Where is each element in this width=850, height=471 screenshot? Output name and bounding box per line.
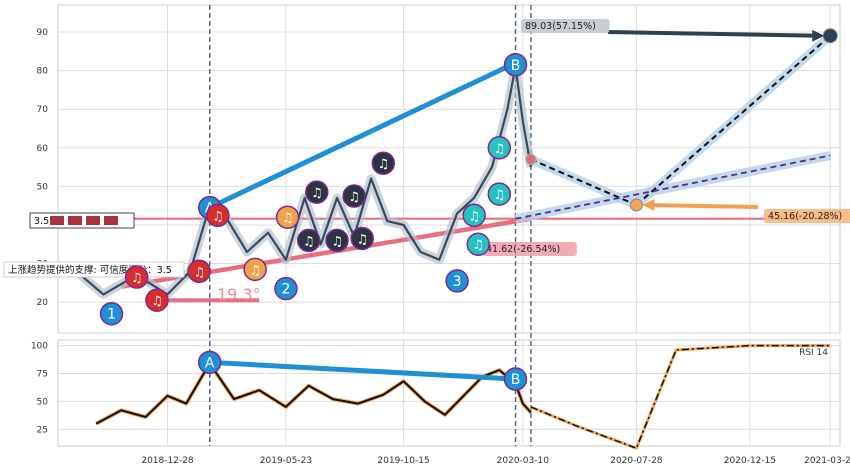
projection-high-label-box xyxy=(521,19,610,33)
x-tick-label: 2020-03-10 xyxy=(497,456,550,466)
pattern-point-label: 1 xyxy=(107,307,116,323)
signal-note-icon: ♫ xyxy=(303,234,315,249)
target-high-arrowhead xyxy=(812,29,825,42)
x-tick-label: 2018-12-28 xyxy=(141,456,194,466)
signal-note-marker xyxy=(342,184,366,208)
y-tick-label: 60 xyxy=(37,144,49,154)
projection-up-line xyxy=(635,35,831,206)
signal-note-icon: ♫ xyxy=(249,263,261,278)
level-label-glyph xyxy=(86,216,100,225)
y-tick-label: 80 xyxy=(37,67,49,77)
rsi-legend-label: RSI 14 xyxy=(799,348,828,358)
signal-note-marker xyxy=(187,259,211,284)
y-tick-label: 90 xyxy=(37,28,49,38)
target-low-arrow xyxy=(646,203,759,210)
angle-label: 19.3° xyxy=(217,285,261,304)
signal-note-marker xyxy=(325,228,349,253)
ab-trendline xyxy=(208,60,517,210)
level-label-glyph xyxy=(50,216,64,225)
signal-note-marker xyxy=(350,226,374,251)
pattern-point-label: 3 xyxy=(453,274,462,290)
signal-note-icon: ♫ xyxy=(193,265,205,280)
target-high-arrow xyxy=(607,30,821,38)
rsi-point-marker xyxy=(197,350,222,375)
bottom-panel-frame xyxy=(57,339,841,447)
signal-note-icon: ♫ xyxy=(282,211,294,226)
projection-channel-line xyxy=(515,154,831,220)
signal-note-icon: ♫ xyxy=(493,188,505,203)
signal-note-icon: ♫ xyxy=(377,157,389,172)
projection-low-dot xyxy=(629,198,643,212)
projection-high-dot xyxy=(822,28,838,44)
level-label-text: 3.5 xyxy=(34,216,49,227)
signal-note-marker xyxy=(275,205,300,229)
x-tick-label: 2021-03-24 xyxy=(804,456,850,466)
rsi-point-label: A xyxy=(205,355,215,371)
bottom-panel-grid xyxy=(57,339,841,447)
signal-note-icon: ♫ xyxy=(356,232,368,247)
signal-note-marker xyxy=(296,228,321,253)
rsi-projection-line xyxy=(530,344,831,450)
rsi-y-tick-label: 50 xyxy=(37,397,49,407)
rsi-divergence-line xyxy=(209,359,516,382)
projection-low-label-box xyxy=(764,209,850,223)
signal-note-icon: ♫ xyxy=(151,294,163,309)
signal-note-marker xyxy=(243,257,267,282)
signal-note-marker xyxy=(466,232,490,256)
rsi-point-label: B xyxy=(511,372,521,388)
signal-note-icon: ♫ xyxy=(348,190,360,205)
signal-note-icon: ♫ xyxy=(131,271,143,286)
signal-note-icon: ♫ xyxy=(493,142,505,157)
x-tick-label: 2020-12-15 xyxy=(724,456,776,466)
rsi-point-marker xyxy=(503,367,528,391)
signal-note-marker xyxy=(487,136,512,160)
rsi-y-tick-label: 25 xyxy=(37,425,48,435)
pattern-point-label: B xyxy=(511,58,521,74)
x-tick-label: 2019-10-15 xyxy=(377,456,429,466)
signal-note-icon: ♫ xyxy=(212,209,224,224)
pattern-point-marker xyxy=(503,53,528,77)
y-tick-label: 70 xyxy=(37,105,49,115)
y-tick-label: 20 xyxy=(37,298,49,308)
resistance-level-label-text: 41.62(-26.54%) xyxy=(486,244,560,255)
signal-note-marker xyxy=(145,288,169,312)
signal-note-marker xyxy=(371,151,396,175)
level-label-glyph xyxy=(68,216,82,225)
signal-note-marker xyxy=(206,203,230,228)
signal-note-icon: ♫ xyxy=(311,186,323,201)
signal-note-icon: ♫ xyxy=(468,209,480,224)
price-line xyxy=(71,65,532,296)
x-tick-label: 2019-05-23 xyxy=(260,456,312,466)
pattern-point-marker xyxy=(445,269,469,293)
projection-start-dot xyxy=(525,153,537,165)
y-tick-label: 50 xyxy=(37,182,49,192)
pattern-point-marker xyxy=(274,276,298,301)
level-label-glyph xyxy=(104,216,118,225)
signal-note-marker xyxy=(305,180,329,204)
resistance-level-label-box xyxy=(482,242,577,256)
target-low-arrowhead xyxy=(642,199,655,212)
signal-note-marker xyxy=(124,265,149,289)
signal-note-marker xyxy=(487,182,512,206)
pattern-point-label: 2 xyxy=(281,282,290,298)
projection-high-label-text: 89.03(57.15%) xyxy=(525,21,596,32)
signal-note-marker xyxy=(462,203,486,228)
rsi-y-tick-label: 75 xyxy=(37,369,48,379)
rsi-y-tick-label: 100 xyxy=(31,342,48,352)
projection-low-label-text: 45.16(-20.28%) xyxy=(768,211,842,222)
rsi-line xyxy=(95,362,532,425)
pattern-point-marker xyxy=(99,301,124,326)
signal-note-icon: ♫ xyxy=(472,238,484,253)
signal-note-icon: ♫ xyxy=(331,234,343,249)
chart-marks: 2018-12-28 2019-05-23 2019-10-15 2020-03-10… xyxy=(3,5,850,466)
x-tick-label: 2020-07-28 xyxy=(610,456,663,466)
